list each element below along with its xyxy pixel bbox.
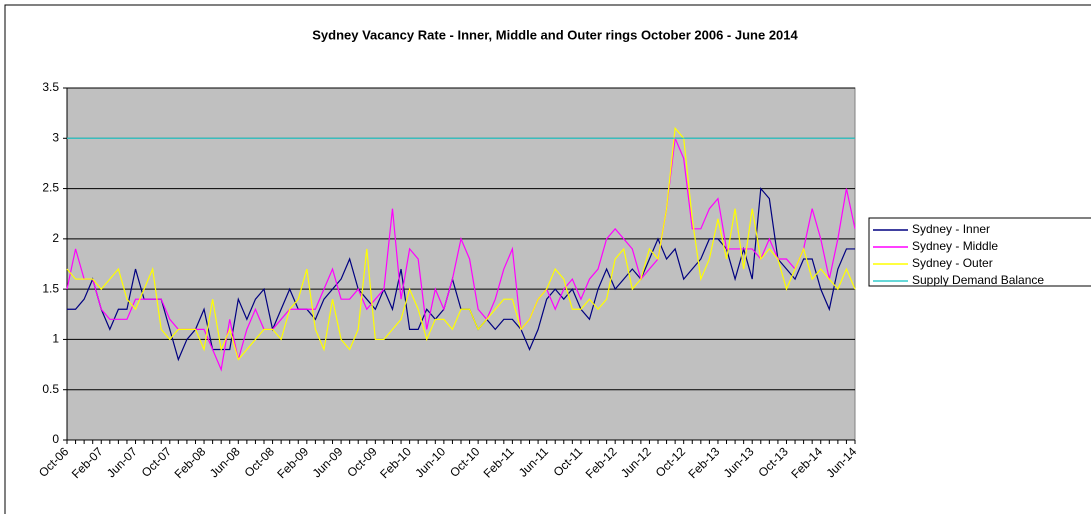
legend-label: Supply Demand Balance — [912, 273, 1044, 287]
y-tick-label: 3.5 — [42, 80, 59, 94]
legend-label: Sydney - Outer — [912, 256, 993, 270]
y-tick-label: 3 — [52, 130, 59, 144]
legend-label: Sydney - Middle — [912, 239, 998, 253]
chart-title: Sydney Vacancy Rate - Inner, Middle and … — [312, 27, 798, 42]
plot-area — [66, 87, 856, 441]
y-tick-label: 0 — [52, 432, 59, 446]
y-tick-label: 1.5 — [42, 281, 59, 295]
series-line — [66, 135, 856, 372]
series-line — [66, 126, 856, 361]
legend-label: Sydney - Inner — [912, 222, 990, 236]
y-tick-label: 2.5 — [42, 181, 59, 195]
y-tick-label: 0.5 — [42, 382, 59, 396]
y-tick-label: 1 — [52, 332, 59, 346]
y-tick-label: 2 — [52, 231, 59, 245]
